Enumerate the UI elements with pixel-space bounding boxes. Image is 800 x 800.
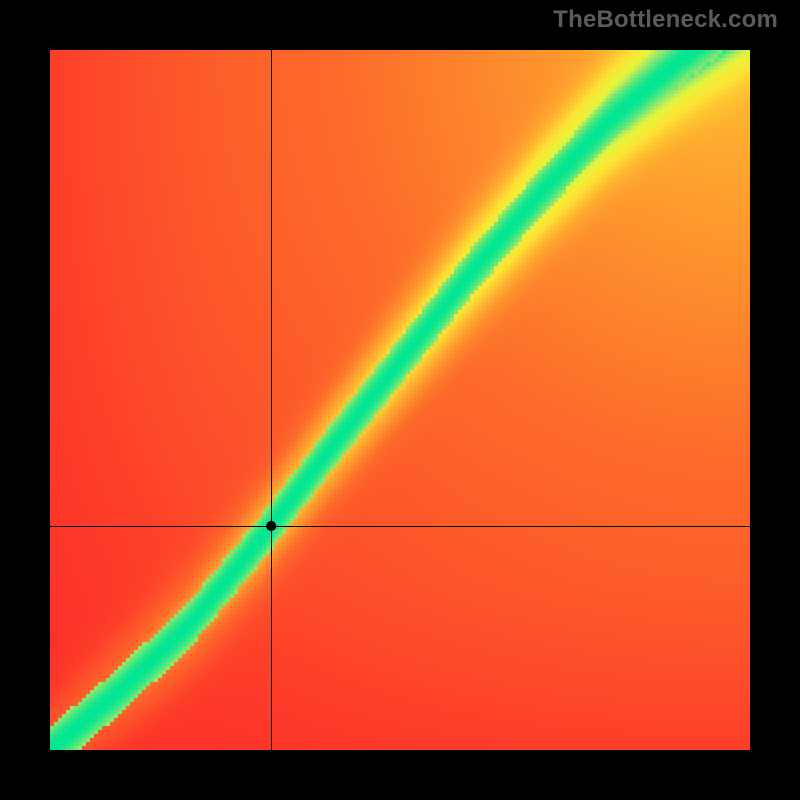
- figure-root: TheBottleneck.com: [0, 0, 800, 800]
- bottleneck-heatmap: [0, 0, 800, 800]
- watermark-text: TheBottleneck.com: [553, 6, 778, 34]
